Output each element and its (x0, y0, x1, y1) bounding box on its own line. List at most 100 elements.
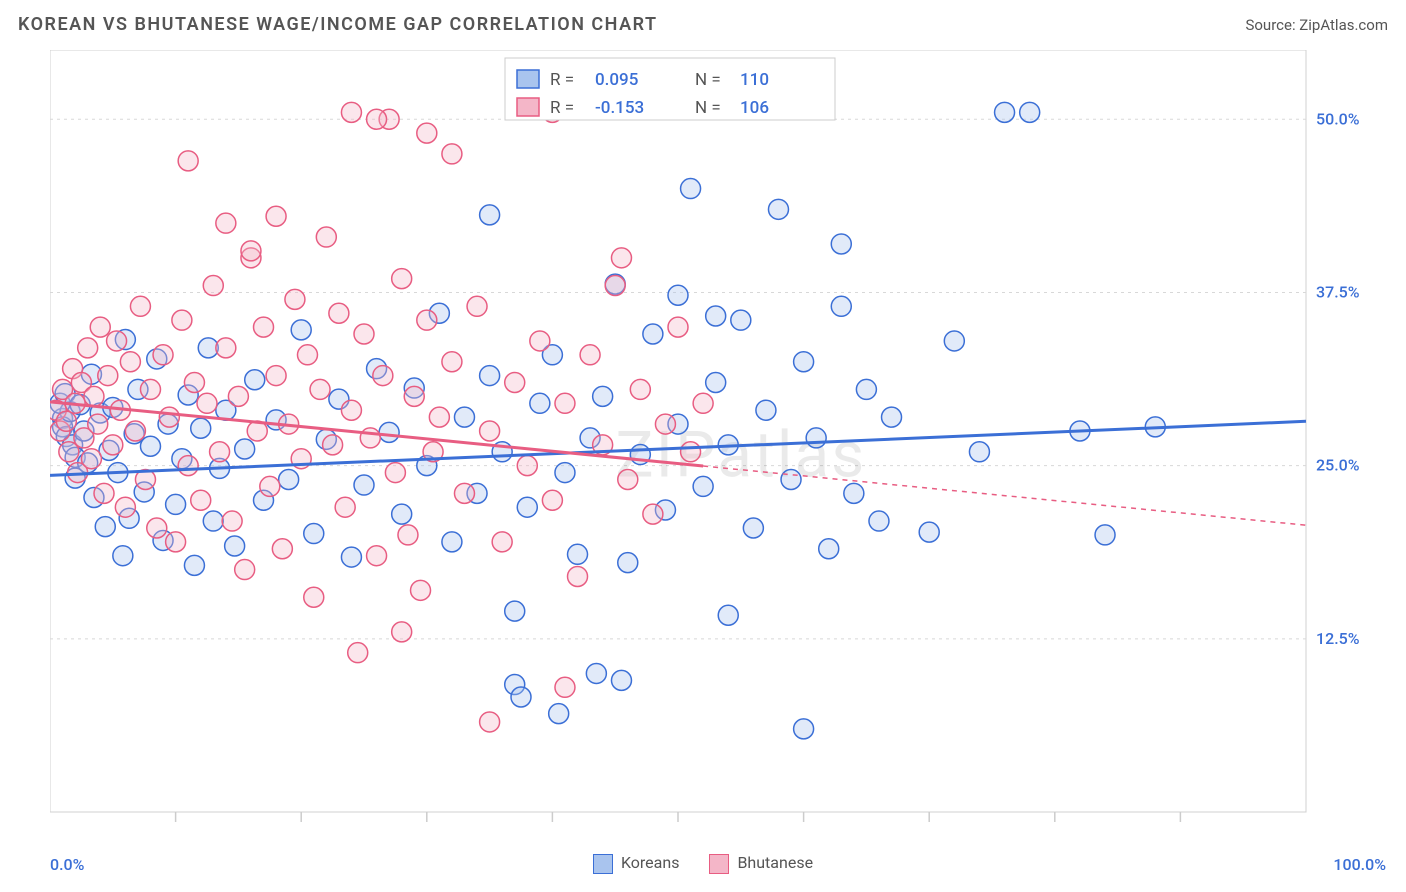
data-point (831, 234, 851, 254)
data-point (235, 560, 255, 580)
data-point (310, 379, 330, 399)
data-point (279, 469, 299, 489)
data-point (517, 456, 537, 476)
chart-title: KOREAN VS BHUTANESE WAGE/INCOME GAP CORR… (18, 14, 658, 35)
data-point (706, 373, 726, 393)
data-point (291, 320, 311, 340)
data-point (505, 601, 525, 621)
data-point (718, 605, 738, 625)
data-point (81, 449, 101, 469)
data-point (756, 400, 776, 420)
data-point (84, 386, 104, 406)
data-point (245, 370, 265, 390)
data-point (191, 418, 211, 438)
data-point (266, 366, 286, 386)
data-point (995, 102, 1015, 122)
data-point (304, 587, 324, 607)
data-point (140, 379, 160, 399)
data-point (103, 435, 123, 455)
data-point (743, 518, 763, 538)
data-point (517, 497, 537, 517)
source-label: Source: ZipAtlas.com (1245, 16, 1388, 34)
data-point (794, 719, 814, 739)
data-point (417, 123, 437, 143)
data-point (530, 393, 550, 413)
data-point (341, 400, 361, 420)
data-point (140, 436, 160, 456)
data-point (191, 490, 211, 510)
data-point (731, 310, 751, 330)
data-point (392, 504, 412, 524)
data-point (480, 205, 500, 225)
data-point (467, 296, 487, 316)
data-point (98, 366, 118, 386)
data-point (511, 687, 531, 707)
data-point (272, 539, 292, 559)
data-point (693, 476, 713, 496)
data-point (1095, 525, 1115, 545)
data-point (655, 414, 675, 434)
data-point (348, 643, 368, 663)
data-point (505, 373, 525, 393)
data-point (555, 677, 575, 697)
data-point (429, 407, 449, 427)
data-point (593, 386, 613, 406)
stats-legend: R =0.095N =110R =-0.153N =106 (505, 58, 835, 120)
title-row: KOREAN VS BHUTANESE WAGE/INCOME GAP CORR… (18, 14, 1388, 35)
data-point (454, 483, 474, 503)
data-point (882, 407, 902, 427)
data-point (781, 469, 801, 489)
y-tick-label: 50.0% (1316, 109, 1360, 128)
data-point (335, 497, 355, 517)
data-point (480, 366, 500, 386)
data-point (228, 386, 248, 406)
legend-r-label: R = (550, 98, 574, 118)
data-point (159, 407, 179, 427)
data-point (668, 285, 688, 305)
data-point (222, 511, 242, 531)
data-point (844, 483, 864, 503)
legend-n-label: N = (695, 98, 721, 118)
legend-n-value: 106 (740, 98, 769, 118)
legend-swatch (517, 98, 539, 116)
data-point (379, 422, 399, 442)
legend-n-label: N = (695, 70, 721, 90)
data-point (969, 442, 989, 462)
data-point (235, 439, 255, 459)
data-point (869, 511, 889, 531)
y-tick-label: 25.0% (1316, 456, 1360, 475)
data-point (831, 296, 851, 316)
legend-swatch (517, 70, 539, 88)
data-point (197, 393, 217, 413)
data-point (373, 366, 393, 386)
data-point (341, 102, 361, 122)
data-point (210, 442, 230, 462)
data-point (492, 532, 512, 552)
legend-r-value: 0.095 (595, 70, 638, 90)
data-point (329, 303, 349, 323)
data-point (130, 296, 150, 316)
legend-swatch (709, 854, 729, 874)
data-point (856, 379, 876, 399)
data-point (184, 555, 204, 575)
data-point (555, 393, 575, 413)
data-point (542, 490, 562, 510)
data-point (611, 248, 631, 268)
data-point (693, 393, 713, 413)
legend-item: Bhutanese (709, 853, 813, 874)
data-point (1020, 102, 1040, 122)
data-point (768, 199, 788, 219)
data-point (254, 317, 274, 337)
data-point (125, 421, 145, 441)
data-point (166, 494, 186, 514)
data-point (354, 324, 374, 344)
data-point (442, 352, 462, 372)
data-point (919, 522, 939, 542)
data-point (454, 407, 474, 427)
data-point (178, 456, 198, 476)
data-point (618, 553, 638, 573)
data-point (266, 206, 286, 226)
data-point (203, 276, 223, 296)
data-point (216, 338, 236, 358)
data-point (605, 276, 625, 296)
